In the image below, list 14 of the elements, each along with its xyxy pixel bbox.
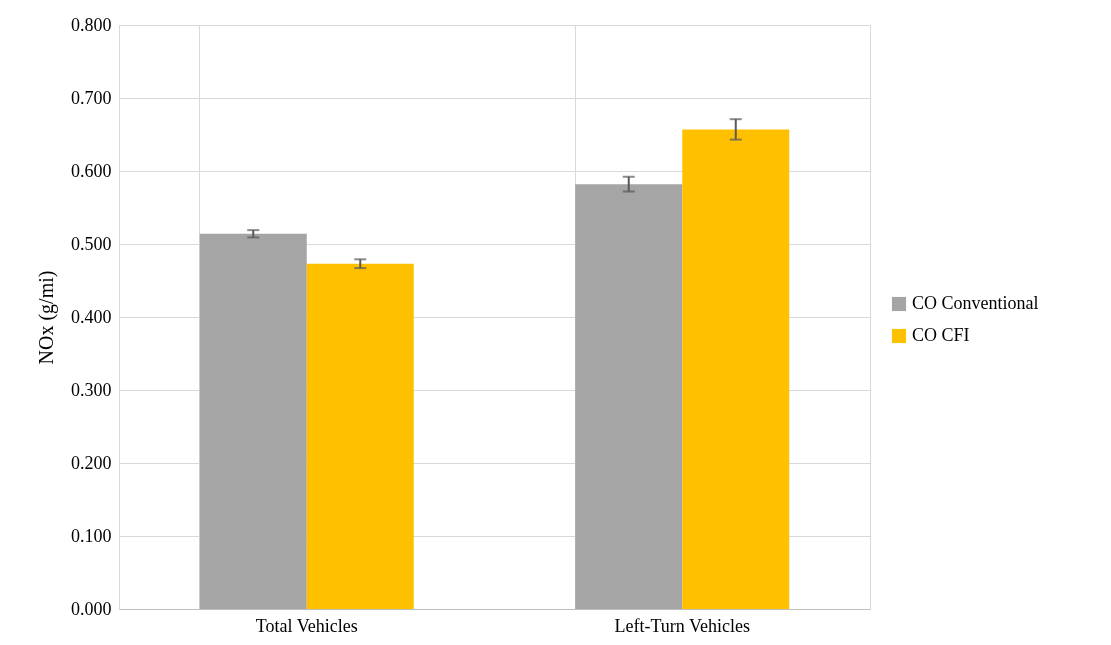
legend-label: CO CFI [912,325,970,345]
y-tick-label: 0.100 [71,525,112,546]
x-tick-label: Total Vehicles [255,615,358,636]
legend-label: CO Conventional [912,293,1039,313]
x-tick-label: Left-Turn Vehicles [614,615,750,636]
y-tick-label: 0.700 [71,87,112,108]
y-tick-label: 0.400 [71,306,112,327]
y-tick-label: 0.500 [71,233,112,254]
y-tick-label: 0.300 [71,379,112,400]
y-tick-label: 0.000 [71,598,112,619]
y-tick-label: 0.200 [71,452,112,473]
y-axis-title: NOx (g/mi) [35,270,58,365]
y-tick-label: 0.600 [71,160,112,181]
y-tick-label: 0.800 [71,14,112,35]
